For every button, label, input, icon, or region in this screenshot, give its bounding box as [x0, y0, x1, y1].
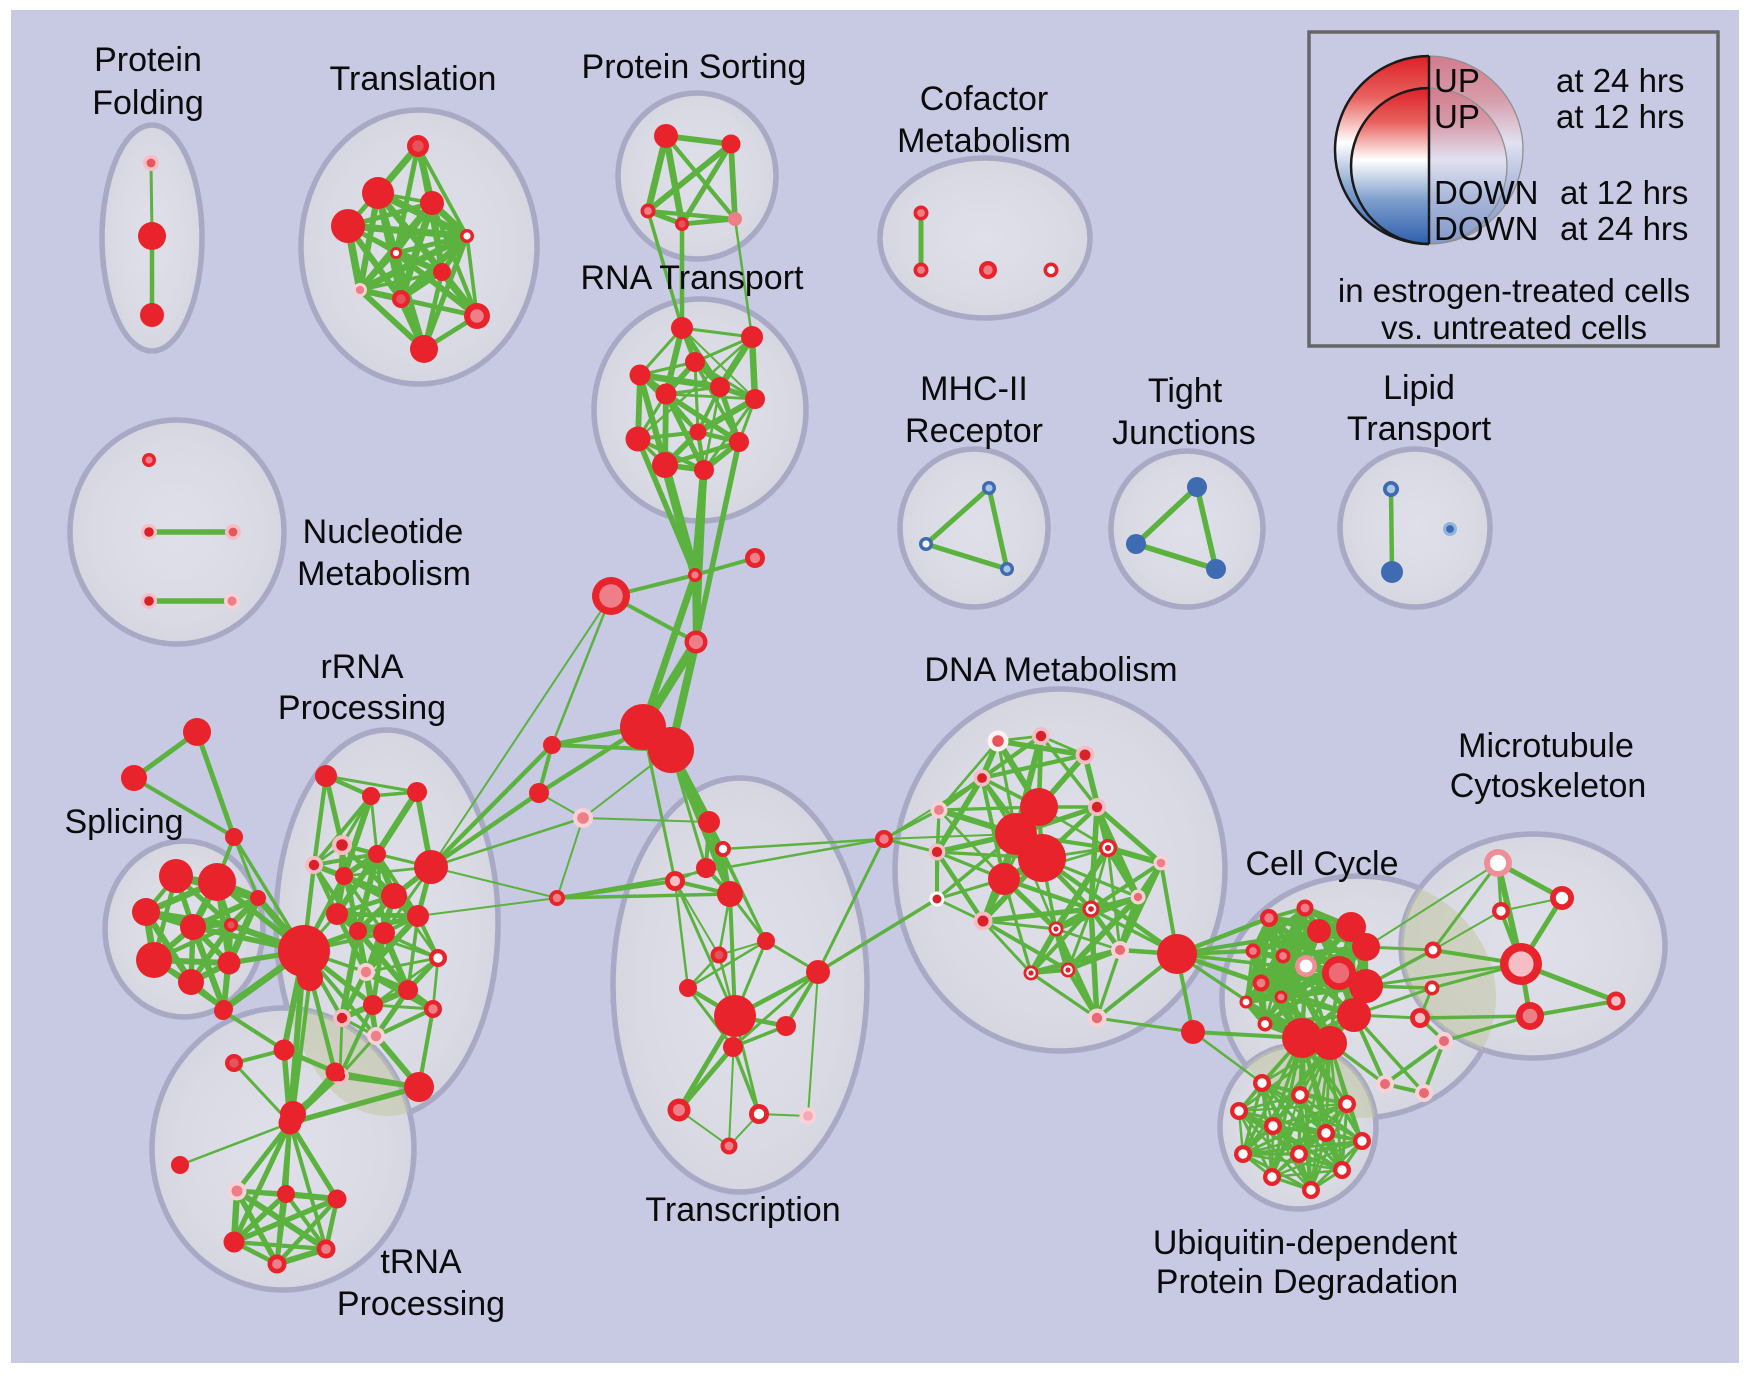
svg-text:DOWN: DOWN — [1434, 174, 1538, 211]
svg-text:Lipid: Lipid — [1383, 369, 1455, 407]
svg-text:UP: UP — [1434, 98, 1480, 135]
svg-text:Tight: Tight — [1148, 372, 1223, 410]
svg-text:DOWN: DOWN — [1434, 210, 1538, 247]
svg-text:Protein Degradation: Protein Degradation — [1156, 1263, 1458, 1301]
svg-text:Protein Sorting: Protein Sorting — [582, 48, 807, 86]
svg-text:rRNA: rRNA — [320, 648, 403, 686]
svg-text:Cofactor: Cofactor — [920, 80, 1049, 118]
svg-text:Translation: Translation — [330, 60, 497, 98]
svg-text:at 12 hrs: at 12 hrs — [1560, 174, 1688, 211]
svg-text:at 24 hrs: at 24 hrs — [1556, 62, 1684, 99]
svg-text:tRNA: tRNA — [380, 1243, 462, 1281]
svg-text:Metabolism: Metabolism — [897, 122, 1071, 160]
svg-text:Processing: Processing — [337, 1285, 505, 1323]
svg-text:UP: UP — [1434, 62, 1480, 99]
svg-text:DNA Metabolism: DNA Metabolism — [924, 651, 1177, 689]
svg-text:Microtubule: Microtubule — [1458, 727, 1634, 765]
svg-text:RNA Transport: RNA Transport — [581, 259, 805, 297]
svg-text:Processing: Processing — [278, 689, 446, 727]
svg-text:vs. untreated cells: vs. untreated cells — [1381, 309, 1647, 346]
svg-text:Transport: Transport — [1347, 410, 1492, 448]
svg-text:Splicing: Splicing — [64, 803, 183, 841]
svg-text:Ubiquitin-dependent: Ubiquitin-dependent — [1153, 1224, 1458, 1262]
svg-text:Folding: Folding — [92, 84, 204, 122]
svg-text:Cytoskeleton: Cytoskeleton — [1450, 767, 1647, 805]
svg-text:at 12 hrs: at 12 hrs — [1556, 98, 1684, 135]
svg-text:Receptor: Receptor — [905, 412, 1043, 450]
svg-text:Metabolism: Metabolism — [297, 555, 471, 593]
svg-text:at 24 hrs: at 24 hrs — [1560, 210, 1688, 247]
svg-text:Nucleotide: Nucleotide — [303, 513, 464, 551]
svg-text:Protein: Protein — [94, 41, 202, 79]
svg-text:Cell Cycle: Cell Cycle — [1245, 845, 1398, 883]
svg-text:in estrogen-treated cells: in estrogen-treated cells — [1338, 272, 1690, 309]
svg-text:Transcription: Transcription — [645, 1191, 840, 1229]
svg-text:Junctions: Junctions — [1112, 414, 1256, 452]
svg-text:MHC-II: MHC-II — [920, 370, 1028, 408]
